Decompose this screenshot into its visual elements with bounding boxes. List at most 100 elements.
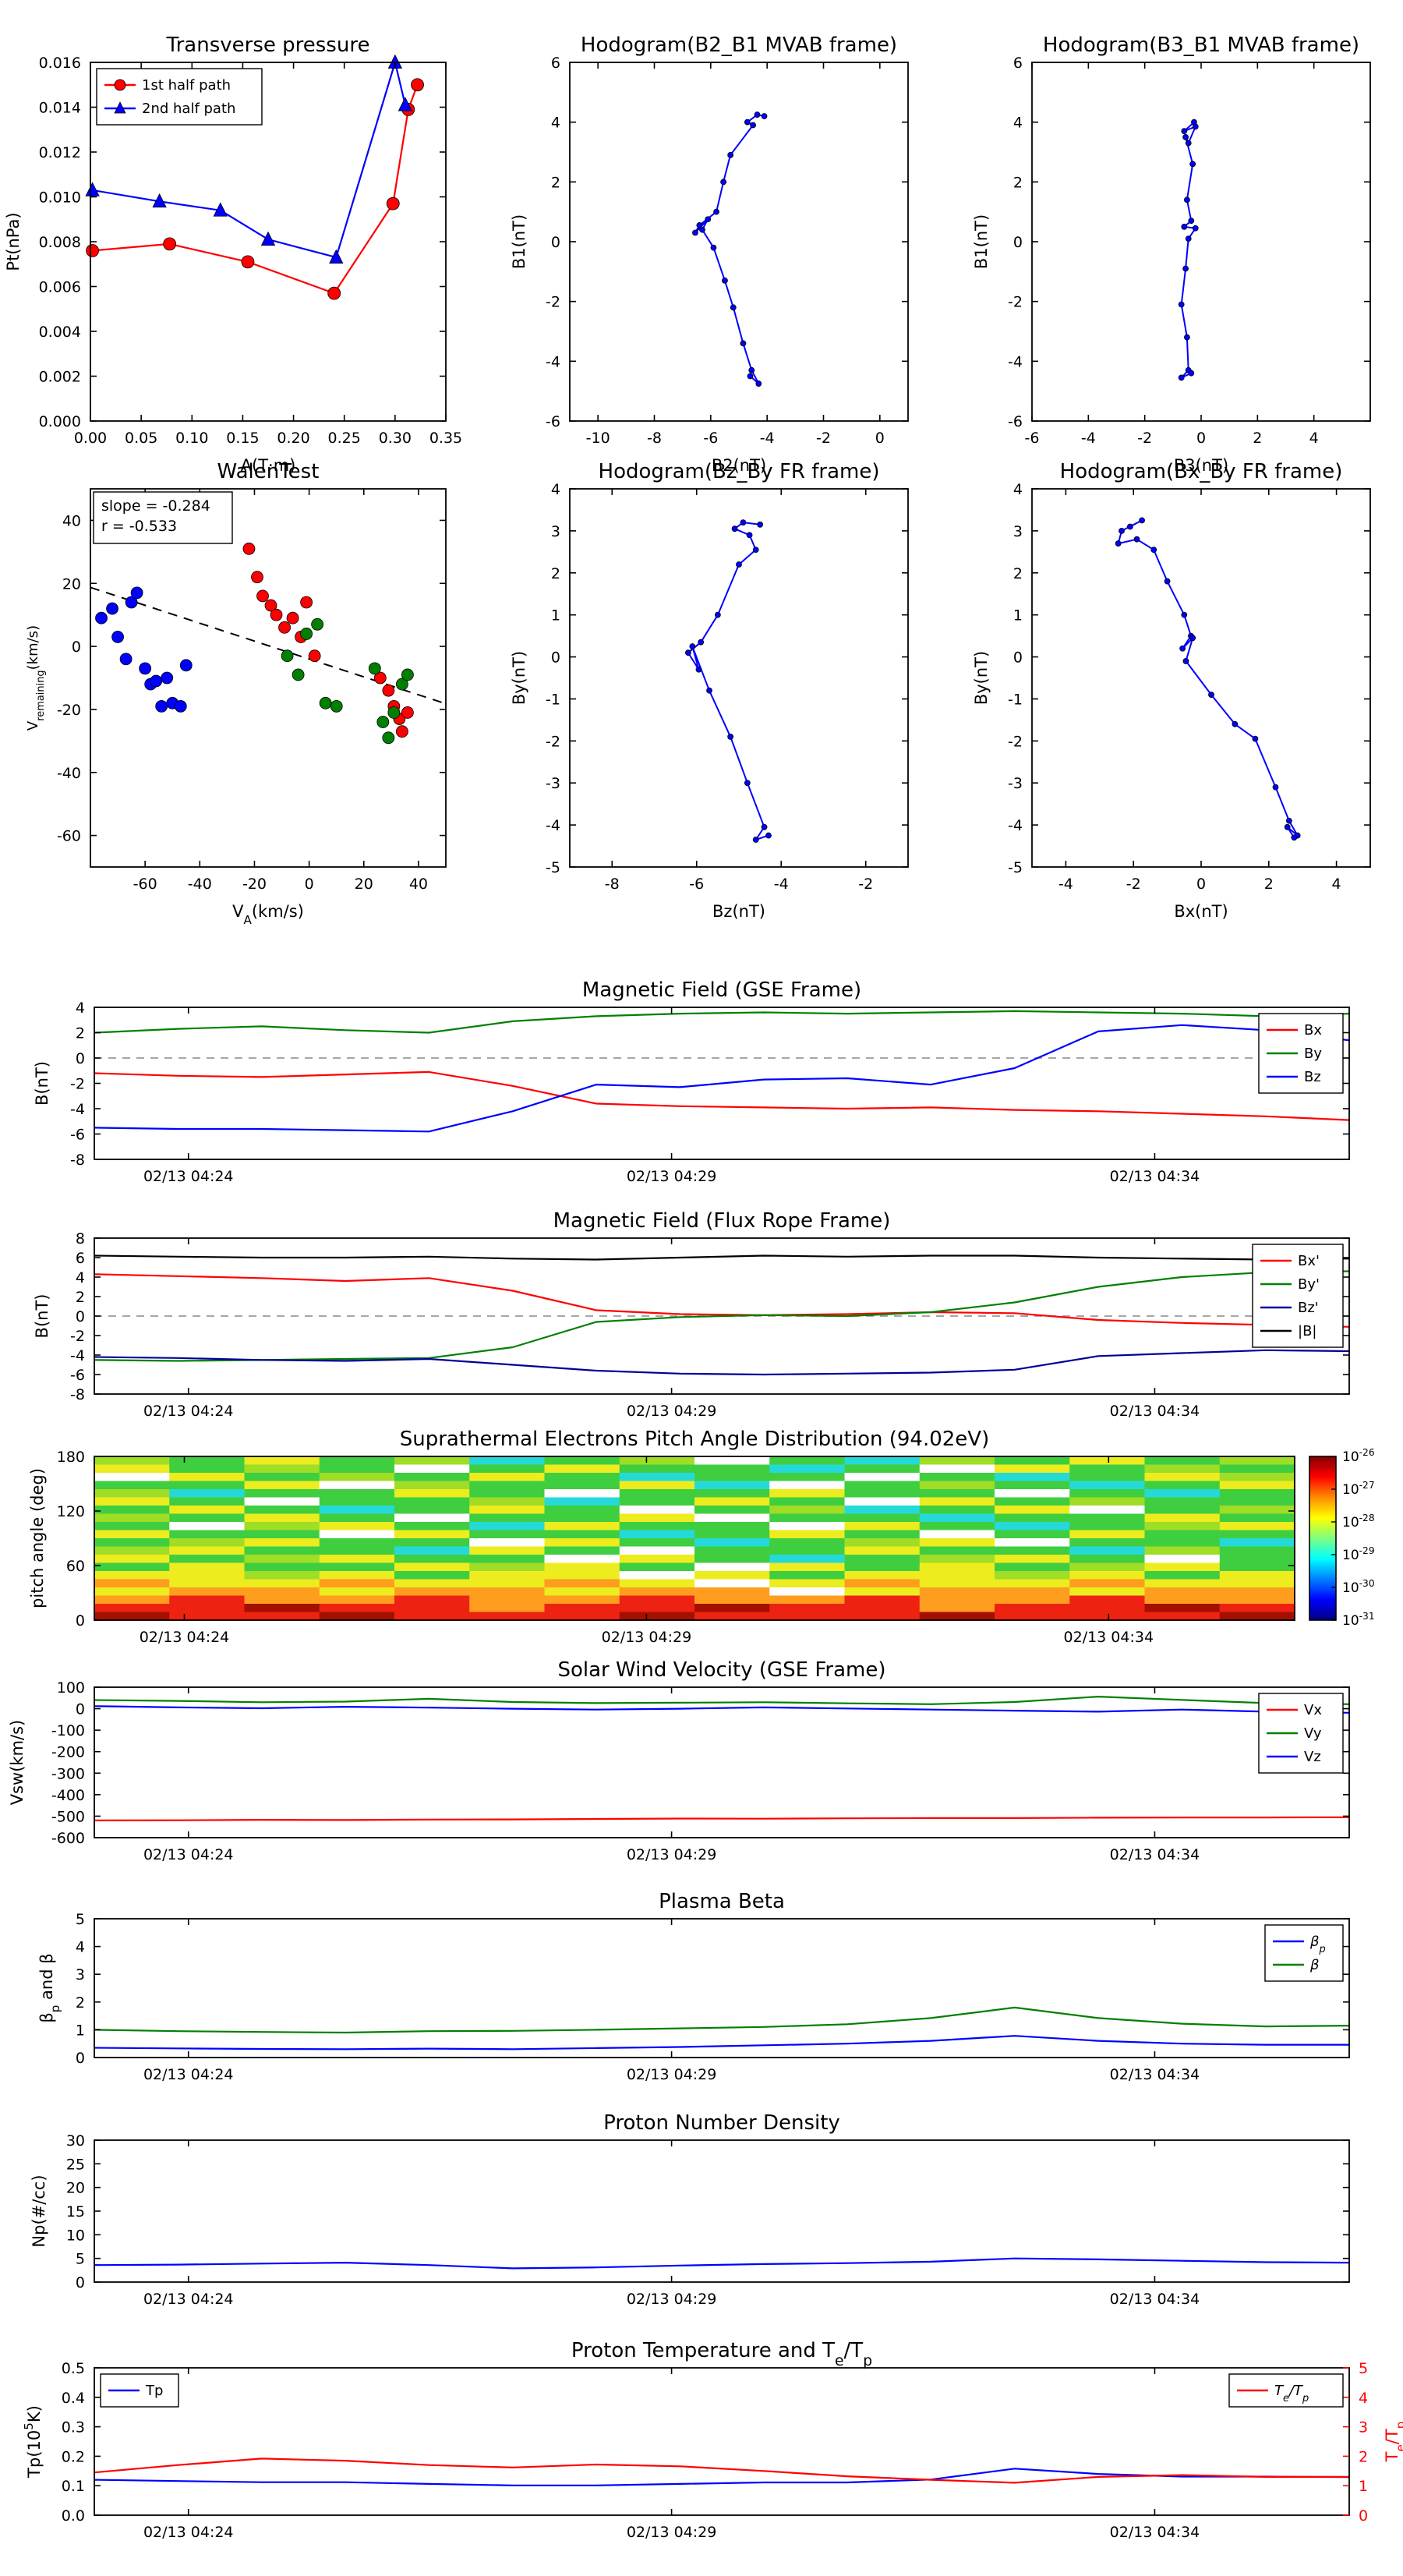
y-tick-label: -500: [51, 1808, 85, 1825]
y-tick-label: 1: [1013, 607, 1023, 625]
colorbar-label: 10-30: [1342, 1578, 1375, 1596]
x-tick-label: 20: [355, 876, 373, 893]
y-tick-label: -2: [70, 1328, 85, 1345]
series-Np: [94, 2257, 1350, 2270]
y-tick-label: -3: [546, 775, 560, 792]
marker-triangle: [260, 231, 276, 246]
marker-dot: [727, 734, 734, 740]
x-tick-label: 0.00: [74, 430, 107, 447]
x-tick-label: 4: [1309, 430, 1319, 447]
y-tick-label: 0: [1013, 649, 1023, 667]
legend-label: Bz': [1298, 1300, 1319, 1316]
marker-dot: [95, 611, 108, 625]
x-tick-label: 02/13 04:34: [1064, 1629, 1154, 1646]
marker-dot: [395, 678, 408, 691]
x-tick-label: -20: [242, 876, 267, 893]
legend: 1st half path 2nd half path: [96, 68, 263, 126]
axes-frame: [90, 488, 447, 868]
x-tick-label: -6: [1025, 430, 1040, 447]
axes-frame: [94, 1686, 1350, 1838]
marker-dot: [748, 366, 755, 373]
y-tick-label: 30: [66, 2132, 85, 2150]
y-tick-label: -600: [51, 1830, 85, 1847]
y-tick-label: 20: [66, 2180, 85, 2197]
marker-dot: [731, 525, 738, 533]
marker-dot: [330, 699, 343, 713]
marker-dot: [710, 244, 717, 251]
y-tick-label: 25: [66, 2156, 85, 2173]
series-beta: [94, 2006, 1350, 2034]
legend-label: Vy: [1304, 1725, 1322, 1742]
marker-dot: [1179, 645, 1186, 652]
marker-dot: [278, 621, 291, 634]
y-tick-label: 10: [66, 2227, 85, 2244]
legend-label: By': [1298, 1276, 1320, 1293]
legend-label: |B|: [1298, 1323, 1316, 1339]
y-tick-label: 0: [76, 1612, 85, 1629]
x-tick-label: -4: [1058, 876, 1073, 893]
x-tick-label: -4: [774, 876, 789, 893]
y-tick-label: 0.016: [39, 55, 81, 72]
y-axis-label: Np(#/cc): [30, 2174, 48, 2247]
y-tick-label: 60: [66, 1558, 85, 1575]
x-tick-label: 02/13 04:34: [1110, 1168, 1200, 1185]
panel-pad: 10-26 10-27 10-28 10-29 10-30 10-31 02/13 04:2…: [28, 1428, 1375, 1646]
marker-dot: [1178, 301, 1185, 308]
y-tick-label: 0.5: [62, 2360, 85, 2377]
marker-dot: [1185, 140, 1192, 147]
y-tick-label: 0.002: [39, 369, 81, 386]
y-tick-label: 15: [66, 2203, 85, 2220]
y-axis-label: βp and β: [37, 1953, 62, 2022]
marker-dot: [699, 226, 705, 233]
y-tick-label: -8: [70, 1386, 85, 1403]
x-tick-label: -60: [133, 876, 157, 893]
y-tick-label: 2: [551, 565, 560, 582]
x-tick-label: 0.35: [429, 430, 462, 447]
y-tick-label: -6: [546, 413, 560, 430]
y-tick-label: 0.014: [39, 100, 81, 117]
marker-dot: [1178, 374, 1185, 381]
marker-dot: [311, 617, 324, 631]
marker-dot: [386, 196, 400, 211]
legend-label: Bx: [1304, 1022, 1322, 1039]
y-tick-label: -1: [1008, 691, 1023, 708]
y-tick-label: -6: [70, 1127, 85, 1144]
x-tick-label: 02/13 04:34: [1110, 1403, 1200, 1420]
panel-vsw: 02/13 04:24 02/13 04:29 02/13 04:34 -600 -50…: [8, 1658, 1350, 1863]
marker-dot: [1126, 523, 1133, 530]
marker-dot: [150, 674, 163, 688]
y-tick-label: 3: [76, 1966, 85, 1983]
y-tick-label: 0.3: [62, 2419, 85, 2436]
marker-dot: [256, 589, 269, 603]
marker-dot: [752, 547, 759, 554]
legend: Bx By Bz: [1258, 1013, 1344, 1094]
y-tick-label: 2: [551, 174, 560, 191]
y-tick-label: 1: [76, 2022, 85, 2039]
marker-dot: [730, 304, 737, 311]
x-tick-label: 0.10: [175, 430, 208, 447]
marker-dot: [736, 561, 742, 568]
marker-dot: [1181, 128, 1188, 135]
y-tick-label: -20: [57, 702, 81, 719]
y-tick-label: -3: [1008, 775, 1023, 792]
colorbar-label: 10-29: [1342, 1545, 1375, 1563]
x-tick-label: 02/13 04:29: [627, 2066, 717, 2083]
legend: Vx Vy Vz: [1258, 1693, 1344, 1774]
series-Vz: [94, 1705, 1350, 1714]
marker-dot: [174, 699, 187, 713]
marker-triangle: [398, 97, 413, 111]
marker-dot: [692, 229, 698, 236]
marker-dot: [155, 699, 168, 713]
marker-dot: [286, 611, 299, 625]
y-tick-label: 2: [76, 1289, 85, 1306]
y-tick-label: 8: [76, 1230, 85, 1247]
legend: Tp: [100, 2373, 179, 2408]
x-tick-label: 2: [1253, 430, 1262, 447]
marker-dot: [281, 649, 294, 663]
legend: Bx' By' Bz' |B|: [1252, 1244, 1344, 1348]
y-tick-label: -2: [1008, 733, 1023, 750]
marker-dot: [705, 216, 712, 223]
legend-label: Bx': [1298, 1253, 1320, 1269]
y-tick-label: -8: [70, 1152, 85, 1169]
